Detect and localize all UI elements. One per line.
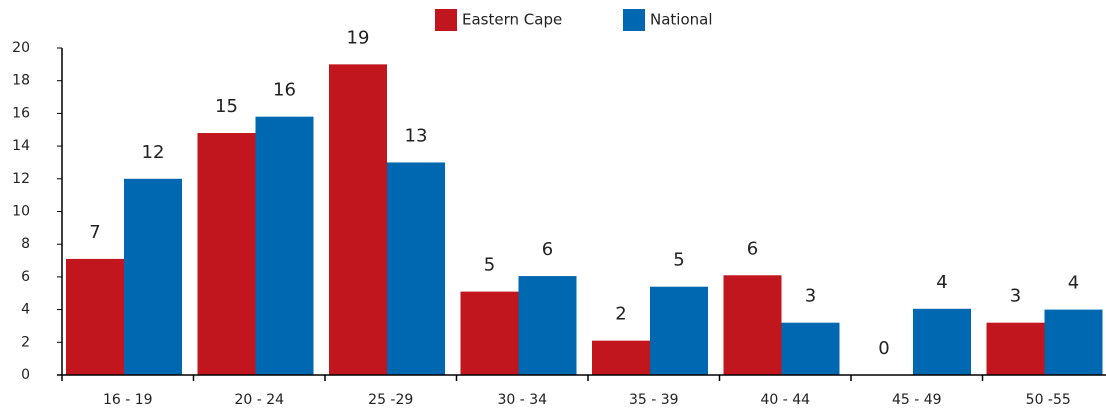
y-tick-label: 8 <box>21 236 30 252</box>
value-label: 19 <box>347 27 370 48</box>
y-tick-label: 4 <box>21 302 30 318</box>
value-label: 2 <box>615 304 626 325</box>
legend-label: National <box>650 11 713 29</box>
y-tick-label: 12 <box>12 171 30 187</box>
y-tick-label: 18 <box>12 73 30 89</box>
value-label: 0 <box>878 338 889 359</box>
bar <box>650 286 708 375</box>
bar <box>518 276 577 375</box>
y-tick-label: 16 <box>12 105 30 121</box>
x-tick-label: 50 -55 <box>1026 392 1071 408</box>
x-tick-label: 30 - 34 <box>497 392 547 408</box>
bar <box>329 64 387 375</box>
bar <box>255 116 314 376</box>
bar <box>723 275 782 375</box>
y-tick-label: 20 <box>12 40 30 56</box>
value-label: 13 <box>405 125 428 146</box>
x-tick-label: 16 - 19 <box>103 392 153 408</box>
bar <box>986 322 1045 375</box>
value-label: 5 <box>673 250 684 271</box>
value-label: 3 <box>805 286 816 307</box>
y-tick-label: 10 <box>12 204 30 220</box>
value-label: 15 <box>215 96 238 117</box>
bar <box>460 291 519 375</box>
value-label: 3 <box>1010 286 1021 307</box>
x-tick-label: 25 -29 <box>368 392 413 408</box>
bar <box>1044 309 1103 375</box>
legend-swatch <box>623 9 645 31</box>
value-label: 12 <box>142 142 165 163</box>
value-label: 4 <box>936 272 947 293</box>
bar <box>592 340 650 375</box>
bar <box>124 178 182 375</box>
value-label: 6 <box>542 239 553 260</box>
x-tick-label: 20 - 24 <box>234 392 284 408</box>
x-tick-label: 45 - 49 <box>892 392 942 408</box>
legend-swatch <box>435 9 457 31</box>
bar <box>781 322 840 375</box>
bar <box>913 308 971 375</box>
y-tick-label: 6 <box>21 269 30 285</box>
bar <box>66 258 124 375</box>
value-label: 16 <box>273 80 296 101</box>
value-label: 4 <box>1068 273 1079 294</box>
bar <box>197 133 256 375</box>
value-label: 5 <box>484 255 495 276</box>
value-label: 7 <box>89 222 100 243</box>
value-label: 6 <box>747 238 758 259</box>
bar <box>387 162 445 375</box>
x-tick-label: 40 - 44 <box>760 392 810 408</box>
x-tick-label: 35 - 39 <box>629 392 679 408</box>
legend-label: Eastern Cape <box>462 11 562 29</box>
y-tick-label: 0 <box>21 367 30 383</box>
y-tick-label: 2 <box>21 334 30 350</box>
y-tick-label: 14 <box>12 138 30 154</box>
